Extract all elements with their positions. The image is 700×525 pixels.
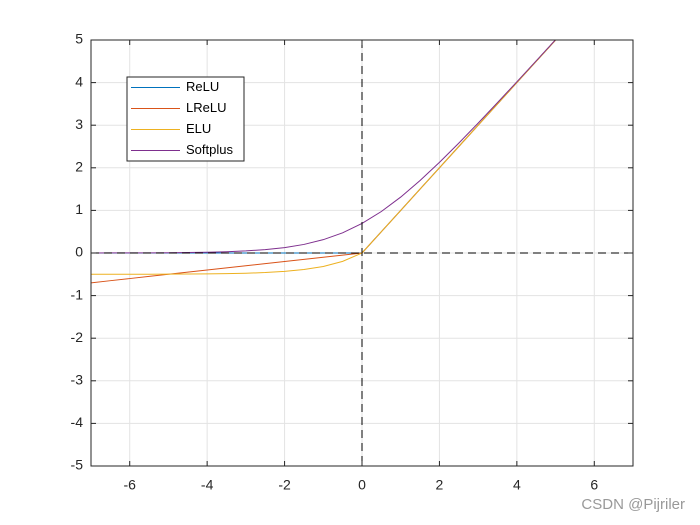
y-tick-label: -1 [71, 286, 84, 302]
y-tick-label: 4 [75, 73, 83, 89]
y-tick-label: -4 [71, 414, 84, 430]
x-tick-label: 6 [590, 477, 598, 493]
ticks: -6 -4 -2 0 2 4 6 -5 -4 -3 -2 -1 0 1 2 3 4 5 [71, 31, 633, 493]
y-tick-label: -3 [71, 372, 84, 388]
y-tick-label: 1 [75, 201, 83, 217]
y-tick-label: -2 [71, 329, 84, 345]
x-tick-label: -6 [123, 477, 136, 493]
y-tick-label: 5 [75, 31, 83, 47]
x-tick-label: 2 [436, 477, 444, 493]
x-tick-label: 0 [358, 477, 366, 493]
legend-label: ReLU [186, 79, 219, 94]
y-tick-label: 3 [75, 116, 83, 132]
x-tick-label: 4 [513, 477, 521, 493]
legend-label: Softplus [186, 142, 233, 157]
legend: ReLU LReLU ELU Softplus [126, 76, 245, 162]
legend-label: LReLU [186, 100, 226, 115]
y-tick-label: -5 [71, 457, 84, 473]
x-tick-label: -2 [278, 477, 291, 493]
watermark: CSDN @Pijriler [581, 496, 685, 513]
x-tick-label: -4 [201, 477, 214, 493]
lines [91, 40, 633, 466]
legend-box [126, 76, 245, 162]
y-tick-label: 2 [75, 159, 83, 175]
legend-label: ELU [186, 121, 211, 136]
y-tick-label: 0 [75, 244, 83, 260]
